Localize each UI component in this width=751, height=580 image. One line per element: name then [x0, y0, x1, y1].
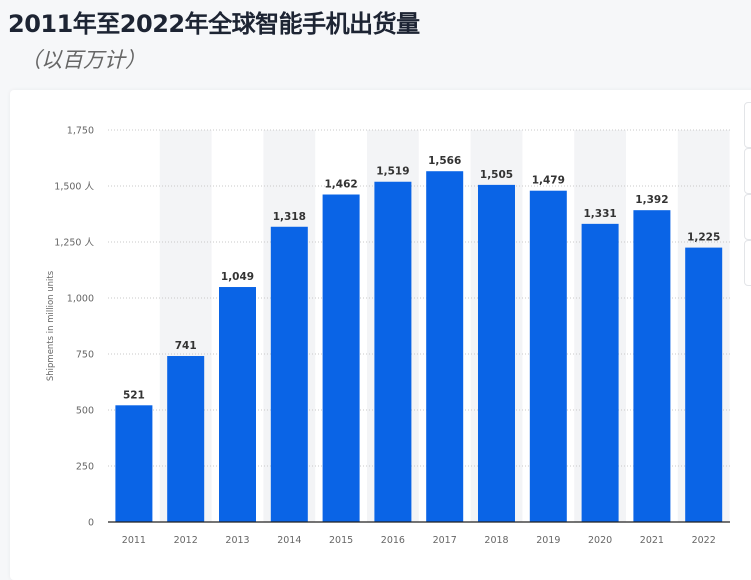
toolbar-button[interactable]	[744, 194, 751, 240]
bar-2017	[426, 171, 464, 522]
x-tick-label: 2020	[588, 535, 612, 546]
toolbar-button[interactable]	[744, 148, 751, 194]
x-tick-label: 2015	[329, 535, 353, 546]
y-tick-label: 750	[76, 350, 94, 361]
bar-2016	[374, 181, 412, 522]
y-tick-label: 500	[76, 406, 94, 417]
y-tick-label: 1,000	[67, 294, 94, 305]
y-tick-label: 1,250 人	[54, 238, 94, 249]
data-label: 521	[123, 389, 145, 401]
page-title: 2011年至2022年全球智能手机出货量	[8, 10, 420, 38]
y-tick-label: 0	[88, 518, 94, 529]
page-subtitle: （以百万计）	[20, 48, 146, 72]
x-tick-label: 2012	[174, 535, 198, 546]
data-label: 1,566	[428, 155, 461, 167]
bar-2015	[322, 194, 360, 522]
x-tick-label: 2011	[122, 535, 146, 546]
data-label: 1,225	[687, 232, 720, 244]
data-label: 1,462	[324, 179, 357, 191]
bar-2018	[478, 184, 515, 522]
bar-2022	[685, 247, 723, 522]
x-tick-label: 2018	[484, 535, 508, 546]
y-axis-label: Shipments in million units	[46, 270, 56, 381]
toolbar-button[interactable]	[744, 102, 751, 148]
data-label: 1,331	[583, 208, 616, 220]
bar-2011	[115, 405, 153, 522]
data-label: 1,318	[273, 211, 306, 223]
data-label: 741	[175, 340, 197, 352]
bar-2014	[270, 226, 308, 522]
y-tick-label: 1,500 人	[54, 182, 94, 193]
x-tick-label: 2022	[692, 535, 716, 546]
x-tick-label: 2016	[381, 535, 405, 546]
x-tick-label: 2019	[536, 535, 560, 546]
x-tick-label: 2014	[277, 535, 301, 546]
data-label: 1,392	[635, 194, 668, 206]
data-label: 1,519	[376, 166, 409, 178]
bar-2020	[581, 223, 619, 522]
bar-2012	[167, 356, 205, 522]
bar-chart: 0 250 500 750 1,000 1,250 人 1,500 人 1,750 521 201…	[46, 126, 730, 546]
data-label: 1,049	[221, 271, 254, 283]
bar-2013	[219, 287, 256, 522]
toolbar-button[interactable]	[744, 240, 751, 286]
data-label: 1,479	[532, 175, 565, 187]
x-tick-label: 2021	[640, 535, 664, 546]
y-tick-label: 250	[76, 462, 94, 473]
bar-2019	[529, 190, 567, 523]
data-label: 1,505	[480, 169, 513, 181]
bar-2021	[633, 210, 671, 522]
x-tick-label: 2013	[225, 535, 249, 546]
y-tick-label: 1,750	[67, 126, 94, 137]
x-tick-label: 2017	[433, 535, 457, 546]
